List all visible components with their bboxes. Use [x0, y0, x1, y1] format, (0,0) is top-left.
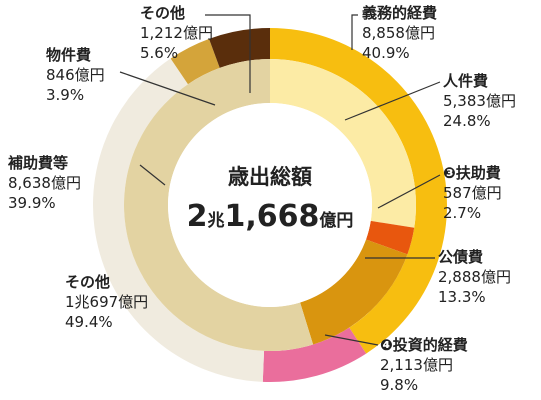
label-name: 物件費 — [46, 46, 91, 64]
label-percent: 40.9% — [362, 44, 410, 62]
label-outer-other: その他 1,212億円 5.6% — [140, 4, 213, 62]
label-amount: 8,638億円 — [8, 174, 81, 192]
label-name: ❹投資的経費 — [380, 336, 468, 354]
label-percent: 9.8% — [380, 376, 418, 394]
label-percent: 5.6% — [140, 44, 178, 62]
center-hole — [168, 103, 372, 307]
inner-slice-0 — [270, 59, 416, 228]
leader-lines — [119, 14, 441, 346]
label-name: その他 — [140, 4, 185, 22]
inner-slice-3 — [123, 59, 314, 351]
label-amount: 846億円 — [46, 66, 105, 84]
label-percent: 3.9% — [46, 86, 84, 104]
label-amount: 5,383億円 — [443, 92, 516, 110]
label-name: 人件費 — [443, 72, 488, 90]
label-percent: 39.9% — [8, 194, 56, 212]
label-percent: 24.8% — [443, 112, 491, 130]
label-amount: 8,858億円 — [362, 24, 435, 42]
total-number-2: 1,668 — [224, 199, 319, 234]
inner-slice-2 — [300, 239, 408, 345]
label-outer-investment: ❹投資的経費 2,113億円 9.8% — [380, 336, 468, 394]
label-amount: 587億円 — [443, 184, 502, 202]
outer-slice-3 — [170, 38, 220, 85]
label-outer-subsidy: 補助費等 8,638億円 39.9% — [7, 154, 81, 212]
outer-slice-4 — [209, 28, 270, 68]
inner-ring — [123, 59, 416, 351]
label-inner-other: その他 1兆697億円 49.4% — [65, 273, 148, 331]
total-unit-trillion: 兆 — [207, 211, 224, 231]
leader-outer-other — [205, 14, 251, 93]
label-percent: 2.7% — [443, 204, 481, 222]
label-inner-debt: 公債費 2,888億円 13.3% — [438, 248, 511, 306]
total-number: 2 — [187, 199, 208, 234]
leader-inner-welfare — [377, 174, 441, 209]
label-name: 公債費 — [438, 248, 483, 266]
leader-outer-investment — [324, 334, 379, 346]
label-outer-mandatory: 義務的経費 8,858億円 40.9% — [362, 4, 437, 62]
outer-ring — [93, 28, 447, 382]
label-outer-supplies: 物件費 846億円 3.9% — [46, 46, 105, 104]
leader-inner-personnel — [344, 81, 441, 121]
total-unit-oku: 億円 — [319, 210, 353, 231]
label-percent: 49.4% — [65, 313, 113, 331]
label-name: 義務的経費 — [362, 4, 437, 22]
outer-slice-0 — [270, 28, 447, 354]
leader-outer-supplies — [119, 71, 216, 106]
leader-outer-mandatory — [351, 14, 358, 50]
label-inner-welfare: ❸扶助費 587億円 2.7% — [443, 164, 502, 222]
label-name: ❸扶助費 — [443, 164, 501, 182]
label-name: 補助費等 — [7, 154, 68, 172]
label-amount: 1,212億円 — [140, 24, 213, 42]
total-amount: 2兆1,668億円 — [187, 199, 354, 234]
label-inner-personnel: 人件費 5,383億円 24.8% — [443, 72, 516, 130]
outer-slice-2 — [93, 58, 265, 382]
outer-slice-1 — [262, 327, 367, 382]
leader-outer-subsidy — [139, 164, 166, 186]
label-amount: 1兆697億円 — [65, 293, 148, 311]
chart-title: 歳出総額 — [228, 165, 312, 189]
label-amount: 2,888億円 — [438, 268, 511, 286]
inner-slice-1 — [365, 220, 415, 255]
label-name: その他 — [65, 273, 110, 291]
label-amount: 2,113億円 — [380, 356, 453, 374]
label-percent: 13.3% — [438, 288, 486, 306]
